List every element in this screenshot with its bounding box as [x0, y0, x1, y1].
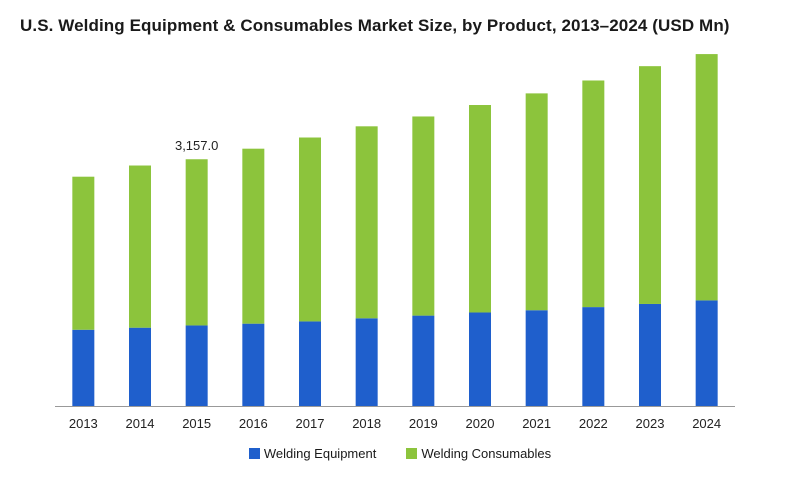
bar-welding-equipment-2023 [639, 303, 661, 406]
x-tick-label-2020: 2020 [466, 416, 495, 431]
bar-welding-consumables-2020 [469, 105, 491, 313]
bar-welding-consumables-2016 [242, 148, 265, 324]
legend-swatch-welding-equipment [248, 448, 260, 459]
bars-group [72, 54, 718, 406]
bar-welding-equipment-2020 [469, 312, 491, 406]
bar-welding-equipment-2017 [299, 321, 321, 406]
data-label-2015: 3,157.0 [175, 138, 218, 153]
bar-welding-consumables-2017 [299, 137, 321, 322]
x-tick-label-2024: 2024 [692, 416, 721, 431]
bar-welding-equipment-2015 [185, 325, 208, 406]
bar-welding-equipment-2016 [242, 323, 265, 406]
bar-welding-equipment-2014 [129, 327, 151, 406]
x-tick-label-2016: 2016 [239, 416, 268, 431]
bar-welding-consumables-2018 [355, 126, 378, 319]
bar-welding-equipment-2018 [355, 318, 378, 406]
bar-welding-equipment-2024 [695, 300, 718, 406]
data-labels: 3,157.0 [175, 138, 218, 153]
bar-welding-consumables-2014 [129, 165, 151, 328]
x-tick-label-2015: 2015 [182, 416, 211, 431]
chart-title: U.S. Welding Equipment & Consumables Mar… [20, 16, 730, 35]
legend-label-welding-consumables: Welding Consumables [421, 446, 552, 461]
bar-welding-equipment-2022 [582, 307, 605, 406]
x-tick-label-2017: 2017 [296, 416, 325, 431]
bar-welding-consumables-2013 [72, 176, 95, 330]
x-tick-labels: 2013 2014 2015 2016 2017 2018 2019 2020 2021 2022… [69, 416, 721, 431]
x-tick-label-2022: 2022 [579, 416, 608, 431]
bar-welding-consumables-2021 [525, 93, 548, 311]
bar-welding-equipment-2021 [525, 310, 548, 406]
x-tick-label-2013: 2013 [69, 416, 98, 431]
legend-label-welding-equipment: Welding Equipment [263, 446, 377, 461]
x-tick-label-2018: 2018 [352, 416, 381, 431]
bar-welding-equipment-2019 [412, 315, 435, 406]
legend: Welding Equipment Welding Consumables [0, 446, 800, 461]
bar-welding-consumables-2015 [185, 159, 208, 326]
x-tick-label-2014: 2014 [126, 416, 155, 431]
bar-welding-consumables-2023 [639, 66, 661, 304]
bar-welding-consumables-2022 [582, 80, 605, 308]
x-tick-label-2021: 2021 [522, 416, 551, 431]
x-tick-label-2019: 2019 [409, 416, 438, 431]
legend-swatch-welding-consumables [406, 448, 418, 459]
legend-item-welding-consumables: Welding Consumables [406, 446, 551, 461]
bar-welding-consumables-2024 [695, 54, 718, 301]
x-tick-label-2023: 2023 [636, 416, 665, 431]
bar-welding-consumables-2019 [412, 116, 435, 316]
bar-welding-equipment-2013 [72, 329, 95, 406]
legend-item-welding-equipment: Welding Equipment [248, 446, 377, 461]
